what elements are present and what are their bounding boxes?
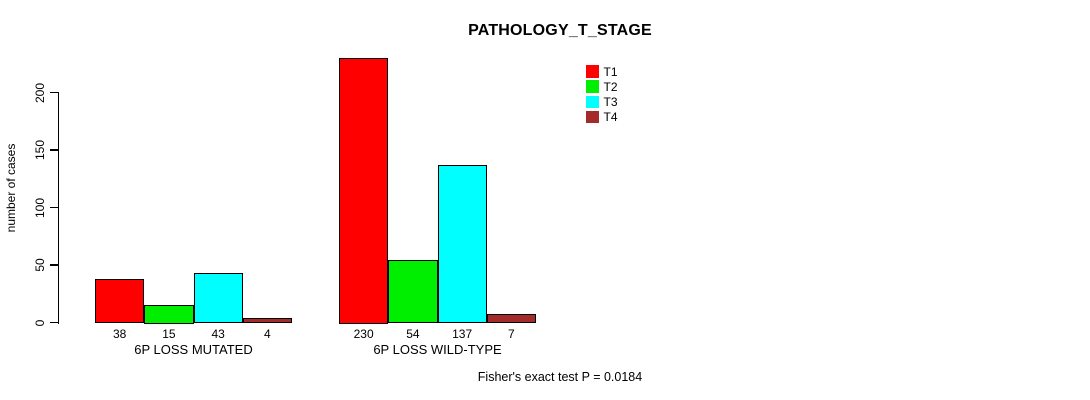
bar-value-label: 4 — [264, 327, 271, 341]
legend-swatch — [586, 80, 599, 93]
chart-title: PATHOLOGY_T_STAGE — [468, 22, 652, 39]
legend-label: T4 — [603, 110, 618, 125]
y-axis-line — [57, 92, 60, 324]
legend-item-t3: T3 — [586, 94, 618, 109]
y-tick-label: 0 — [33, 319, 47, 326]
bar-t1 — [95, 278, 145, 324]
y-axis-tick — [50, 321, 59, 324]
y-axis-tick — [50, 206, 59, 209]
legend-swatch — [586, 95, 599, 109]
legend-label: T2 — [603, 79, 618, 94]
legend-swatch — [586, 65, 599, 78]
y-tick-label: 100 — [33, 197, 47, 218]
y-axis-tick — [50, 91, 59, 94]
y-axis-tick — [50, 264, 59, 266]
y-axis-label: number of cases — [4, 143, 18, 233]
bar-t2 — [388, 260, 438, 324]
group-label: 6P LOSS WILD-TYPE — [373, 342, 502, 357]
bar-value-label: 230 — [353, 327, 374, 341]
bar-t3 — [193, 273, 243, 324]
legend-label: T3 — [603, 94, 618, 109]
legend-item-t2: T2 — [586, 79, 618, 94]
bar-value-label: 54 — [406, 327, 420, 341]
legend-swatch — [586, 110, 599, 124]
bar-t1 — [339, 58, 389, 324]
legend-label: T1 — [603, 64, 618, 79]
y-axis-tick — [50, 149, 59, 151]
fisher-test-annotation: Fisher's exact test P = 0.0184 — [477, 370, 643, 384]
bar-t4 — [486, 314, 536, 324]
bar-t3 — [437, 164, 487, 324]
y-tick-label: 150 — [33, 139, 47, 161]
bar-value-label: 137 — [452, 327, 473, 341]
bar-value-label: 38 — [112, 327, 127, 341]
y-tick-label: 200 — [33, 82, 47, 103]
bar-value-label: 15 — [162, 327, 176, 341]
bar-value-label: 43 — [211, 327, 225, 341]
bar-t2 — [144, 305, 194, 324]
legend-item-t4: T4 — [586, 110, 618, 125]
bar-t4 — [242, 317, 292, 324]
y-tick-label: 50 — [33, 258, 47, 272]
legend: T1 T2 T3 T4 — [586, 64, 618, 125]
legend-item-t1: T1 — [586, 64, 618, 79]
bar-value-label: 7 — [508, 327, 515, 341]
group-label: 6P LOSS MUTATED — [134, 342, 253, 357]
